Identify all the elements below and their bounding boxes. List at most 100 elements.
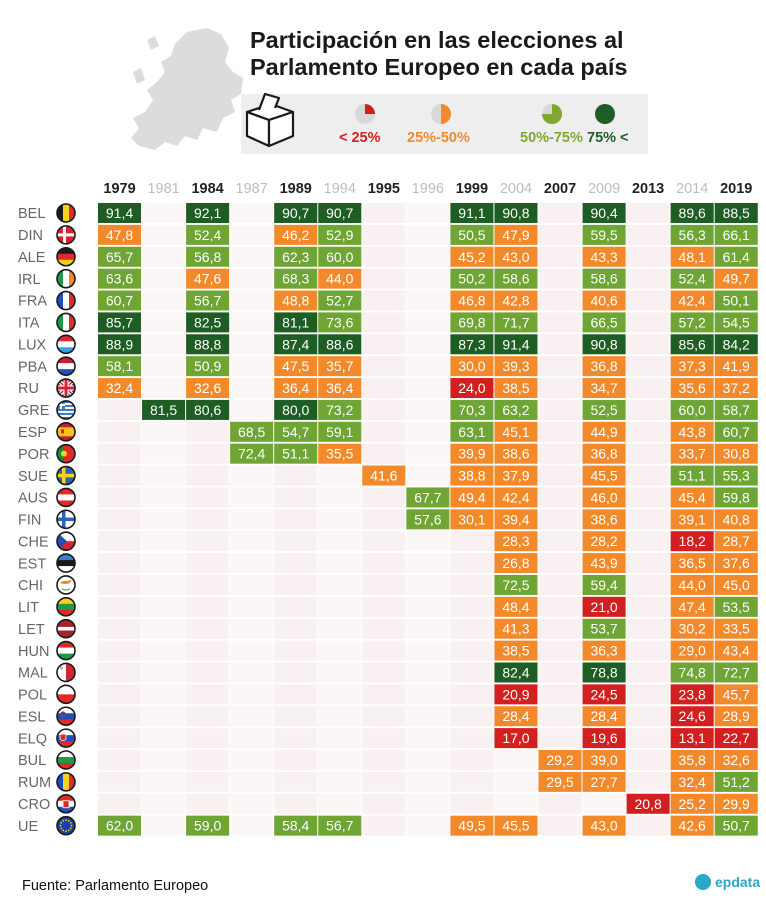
data-cell: 37,9 bbox=[494, 465, 538, 486]
data-label: 54,7 bbox=[282, 424, 309, 440]
data-label: 36,5 bbox=[679, 555, 706, 571]
empty-cell bbox=[230, 640, 274, 661]
country-label: CHI bbox=[18, 578, 43, 594]
empty-cell bbox=[626, 203, 670, 223]
empty-cell bbox=[142, 312, 186, 333]
data-cell-bar bbox=[494, 378, 538, 399]
data-cell: 46,2 bbox=[274, 224, 318, 245]
data-label: 37,2 bbox=[723, 380, 750, 396]
data-label: 63,2 bbox=[502, 402, 529, 418]
data-cell-bar bbox=[318, 312, 362, 333]
data-cell-bar bbox=[450, 268, 494, 289]
data-cell: 60,7 bbox=[714, 421, 758, 442]
data-cell: 38,8 bbox=[450, 465, 494, 486]
malta-flag-icon bbox=[56, 662, 76, 683]
lithuania-flag-icon bbox=[56, 597, 76, 617]
data-label: 35,6 bbox=[679, 380, 706, 396]
data-label: 36,8 bbox=[590, 446, 617, 462]
country-label: BEL bbox=[18, 206, 45, 222]
empty-cell bbox=[362, 662, 406, 683]
legend-pie-icon-2 bbox=[542, 104, 562, 124]
empty-cell bbox=[450, 640, 494, 661]
data-label: 47,5 bbox=[282, 358, 309, 374]
data-cell-bar bbox=[318, 399, 362, 420]
data-label: 48,4 bbox=[502, 599, 529, 615]
data-cell: 45,5 bbox=[494, 815, 538, 836]
data-cell-bar bbox=[494, 662, 538, 683]
data-label: 82,5 bbox=[194, 314, 221, 330]
data-cell: 82,5 bbox=[186, 312, 230, 333]
eu-flag-icon bbox=[56, 815, 76, 836]
data-cell: 43,0 bbox=[494, 246, 538, 267]
data-label: 53,5 bbox=[723, 599, 750, 615]
empty-cell bbox=[362, 312, 406, 333]
data-cell-bar bbox=[670, 771, 714, 792]
data-cell: 90,7 bbox=[318, 203, 362, 223]
data-cell-bar bbox=[274, 421, 318, 442]
data-label: 56,3 bbox=[679, 227, 706, 243]
empty-cell bbox=[186, 421, 230, 442]
empty-cell bbox=[406, 465, 450, 486]
data-cell: 29,5 bbox=[538, 771, 582, 792]
data-cell: 61,4 bbox=[714, 246, 758, 267]
empty-cell bbox=[626, 443, 670, 464]
data-cell: 47,5 bbox=[274, 356, 318, 377]
data-label: 58,6 bbox=[590, 271, 617, 287]
empty-cell bbox=[142, 640, 186, 661]
data-cell: 91,1 bbox=[450, 203, 494, 223]
data-cell-bar bbox=[670, 618, 714, 639]
empty-cell bbox=[230, 487, 274, 508]
empty-cell bbox=[626, 728, 670, 749]
empty-cell bbox=[186, 750, 230, 770]
empty-cell bbox=[538, 553, 582, 574]
country-label: MAL bbox=[18, 666, 48, 682]
empty-cell bbox=[538, 203, 582, 223]
data-cell-bar bbox=[450, 399, 494, 420]
data-cell-bar bbox=[714, 728, 758, 749]
data-label: 43,9 bbox=[590, 555, 617, 571]
germany-flag-icon bbox=[56, 246, 76, 267]
data-label: 28,2 bbox=[590, 533, 617, 549]
data-label: 32,6 bbox=[723, 752, 750, 768]
data-cell: 60,0 bbox=[670, 399, 714, 420]
data-cell-bar bbox=[582, 356, 626, 377]
data-label: 72,4 bbox=[238, 446, 265, 462]
data-cell-bar bbox=[582, 618, 626, 639]
empty-cell bbox=[98, 553, 142, 574]
country-label: LIT bbox=[18, 600, 39, 616]
logo-text: epdata bbox=[715, 874, 761, 890]
empty-cell bbox=[538, 793, 582, 814]
country-label: POL bbox=[18, 688, 47, 704]
empty-cell bbox=[362, 728, 406, 749]
empty-cell bbox=[230, 728, 274, 749]
country-label: UE bbox=[18, 819, 38, 835]
empty-cell bbox=[538, 421, 582, 442]
data-label: 36,4 bbox=[282, 380, 309, 396]
empty-cell bbox=[186, 618, 230, 639]
data-label: 17,0 bbox=[502, 730, 529, 746]
empty-cell bbox=[274, 465, 318, 486]
empty-cell bbox=[318, 750, 362, 770]
data-label: 66,1 bbox=[723, 227, 750, 243]
empty-cell bbox=[98, 487, 142, 508]
data-label: 35,8 bbox=[679, 752, 706, 768]
data-cell-bar bbox=[274, 246, 318, 267]
data-cell-bar bbox=[186, 399, 230, 420]
data-cell-bar bbox=[494, 684, 538, 705]
data-cell: 87,3 bbox=[450, 334, 494, 355]
empty-cell bbox=[406, 246, 450, 267]
empty-cell bbox=[450, 662, 494, 683]
empty-cell bbox=[626, 640, 670, 661]
data-cell: 36,5 bbox=[670, 553, 714, 574]
data-cell-bar bbox=[494, 509, 538, 530]
data-cell-bar bbox=[274, 815, 318, 836]
data-cell-bar bbox=[318, 815, 362, 836]
data-cell: 84,2 bbox=[714, 334, 758, 355]
data-label: 13,1 bbox=[679, 730, 706, 746]
data-cell: 57,2 bbox=[670, 312, 714, 333]
empty-cell bbox=[406, 443, 450, 464]
europe-map-icon bbox=[125, 28, 245, 158]
empty-cell bbox=[362, 443, 406, 464]
data-label: 38,6 bbox=[590, 511, 617, 527]
empty-cell bbox=[406, 421, 450, 442]
